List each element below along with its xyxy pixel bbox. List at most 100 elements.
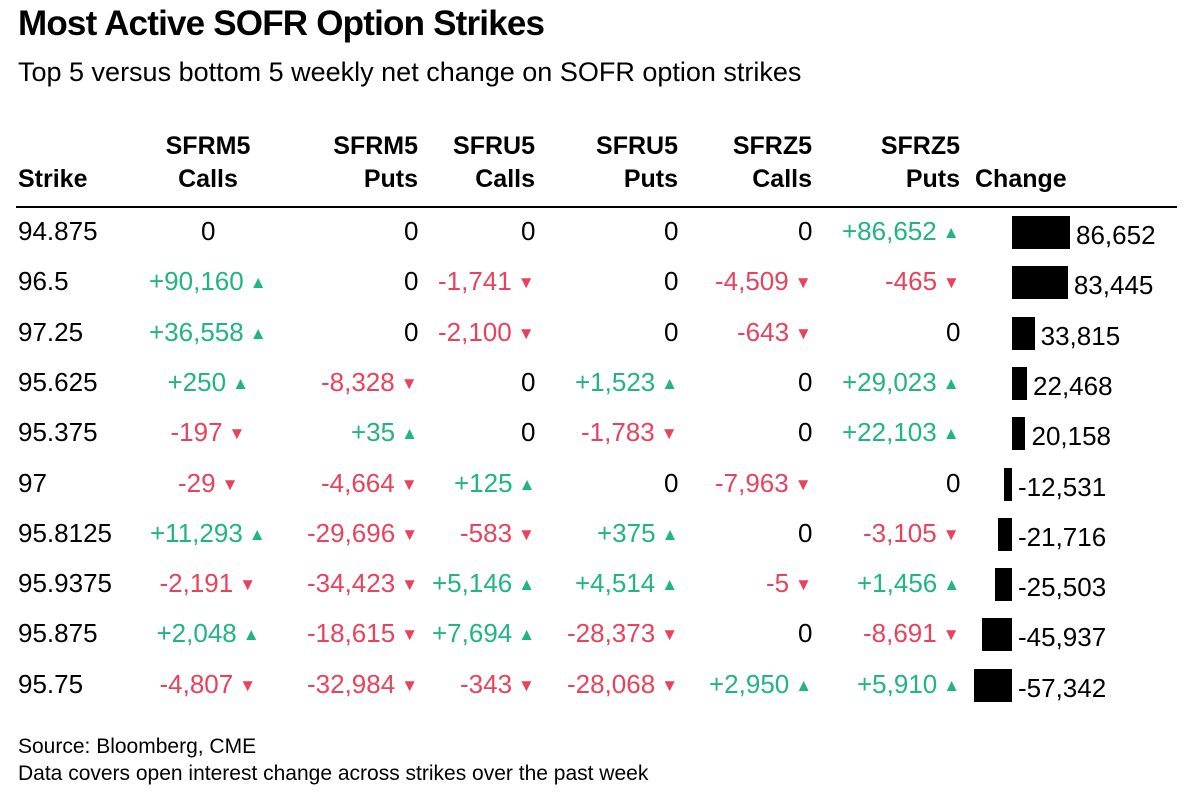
strike-cell: 97 (18, 467, 47, 498)
value-text: +36,558 (149, 316, 244, 347)
change-label: -57,342 (1018, 672, 1107, 703)
down-triangle-icon: ▼ (401, 524, 419, 544)
value-cell: +375 ▲ (597, 518, 678, 550)
value-text: 0 (798, 417, 813, 448)
value-text: 0 (664, 216, 679, 246)
value-cell: +90,160 ▲ (149, 266, 267, 298)
change-label: 20,158 (1031, 421, 1112, 452)
header-line-1: SFRZ5 (732, 132, 812, 160)
value-text: -465 (885, 266, 938, 297)
change-bar (981, 618, 1012, 652)
value-cell: -28,068 ▼ (567, 669, 678, 701)
header-rule (16, 206, 1177, 208)
value-cell: +7,694 ▲ (432, 618, 535, 650)
value-text: 0 (201, 216, 216, 246)
value-cell: +29,023 ▲ (842, 367, 960, 399)
down-triangle-icon: ▼ (221, 474, 239, 494)
up-triangle-icon: ▲ (249, 323, 267, 343)
value-cell: -8,328 ▼ (321, 367, 418, 399)
down-triangle-icon: ▼ (661, 625, 679, 645)
up-triangle-icon: ▲ (518, 474, 536, 494)
header-strike: Strike (18, 163, 87, 196)
value-cell: +4,514 ▲ (575, 568, 678, 600)
value-cell: 0 (521, 417, 535, 447)
up-triangle-icon: ▲ (661, 524, 679, 544)
value-text: -643 (737, 316, 790, 347)
header-line-1: SFRM5 (165, 132, 251, 160)
up-triangle-icon: ▲ (942, 373, 960, 393)
down-triangle-icon: ▼ (518, 524, 535, 544)
value-text: +1,523 (575, 366, 656, 397)
value-text: -28,373 (567, 618, 656, 649)
value-cell: -643 ▼ (737, 317, 812, 349)
strike-cell: 95.625 (18, 366, 98, 397)
change-label: -12,531 (1018, 471, 1107, 502)
up-triangle-icon: ▲ (242, 625, 260, 645)
strike-cell: 95.75 (18, 668, 84, 699)
down-triangle-icon: ▼ (795, 323, 812, 343)
value-cell: -5 ▼ (766, 568, 812, 600)
value-text: -4,664 (321, 467, 395, 498)
down-triangle-icon: ▼ (660, 424, 678, 444)
header-sfru5-calls: SFRU5 Calls (420, 130, 535, 196)
value-cell: -32,984 ▼ (307, 669, 418, 701)
value-text: -4,509 (715, 266, 789, 297)
value-cell: -28,373 ▼ (567, 618, 678, 650)
value-cell: 0 (404, 317, 418, 347)
value-cell: -4,509 ▼ (715, 266, 812, 298)
down-triangle-icon: ▼ (401, 675, 419, 695)
down-triangle-icon: ▼ (400, 474, 418, 494)
value-cell: -1,783 ▼ (581, 417, 678, 449)
value-text: 0 (946, 467, 961, 498)
change-bar (997, 517, 1012, 551)
header-line-1: SFRU5 (453, 132, 535, 160)
value-text: +250 (167, 366, 227, 397)
down-triangle-icon: ▼ (401, 625, 419, 645)
value-text: -34,423 (307, 568, 396, 599)
source-note: Source: Bloomberg, CME (18, 735, 257, 758)
value-text: -3,105 (863, 517, 937, 548)
value-cell: +125 ▲ (454, 468, 535, 500)
down-triangle-icon: ▼ (401, 575, 419, 595)
value-text: 0 (521, 216, 536, 246)
value-cell: 0 (798, 216, 812, 246)
down-triangle-icon: ▼ (518, 675, 535, 695)
change-bar (1012, 417, 1026, 451)
value-text: 0 (521, 366, 536, 397)
header-change: Change (975, 163, 1067, 196)
header-sfrz5-calls: SFRZ5 Calls (700, 130, 812, 196)
value-cell: +5,910 ▲ (857, 669, 960, 701)
value-cell: -34,423 ▼ (307, 568, 418, 600)
change-bar (1003, 467, 1012, 501)
down-triangle-icon: ▼ (239, 675, 257, 695)
value-cell: +2,048 ▲ (157, 618, 260, 650)
value-text: -1,741 (438, 266, 512, 297)
value-text: +2,950 (709, 668, 790, 699)
value-cell: -583 ▼ (460, 518, 535, 550)
change-label: 83,445 (1073, 270, 1154, 301)
value-text: 0 (404, 216, 419, 246)
header-sfrm5-puts: SFRM5 Puts (300, 130, 418, 196)
value-text: +29,023 (842, 366, 937, 397)
value-text: +11,293 (150, 517, 243, 548)
value-text: -32,984 (307, 668, 396, 699)
up-triangle-icon: ▲ (518, 625, 536, 645)
value-text: -29 (178, 467, 216, 498)
up-triangle-icon: ▲ (661, 575, 679, 595)
value-text: 0 (664, 316, 679, 347)
value-cell: 0 (201, 216, 215, 246)
value-cell: 0 (798, 417, 812, 447)
change-bar (974, 668, 1012, 702)
value-cell: 0 (404, 266, 418, 296)
value-text: -4,807 (159, 668, 234, 699)
value-cell: 0 (798, 367, 812, 397)
strike-cell: 95.375 (18, 417, 98, 448)
value-cell: 0 (946, 468, 960, 498)
change-bar (995, 568, 1012, 602)
value-text: -1,783 (581, 417, 655, 448)
down-triangle-icon: ▼ (517, 273, 535, 293)
value-cell: +36,558 ▲ (149, 317, 267, 349)
change-bar (1012, 216, 1070, 249)
strike-cell: 95.8125 (18, 517, 112, 548)
value-text: 0 (946, 316, 961, 347)
